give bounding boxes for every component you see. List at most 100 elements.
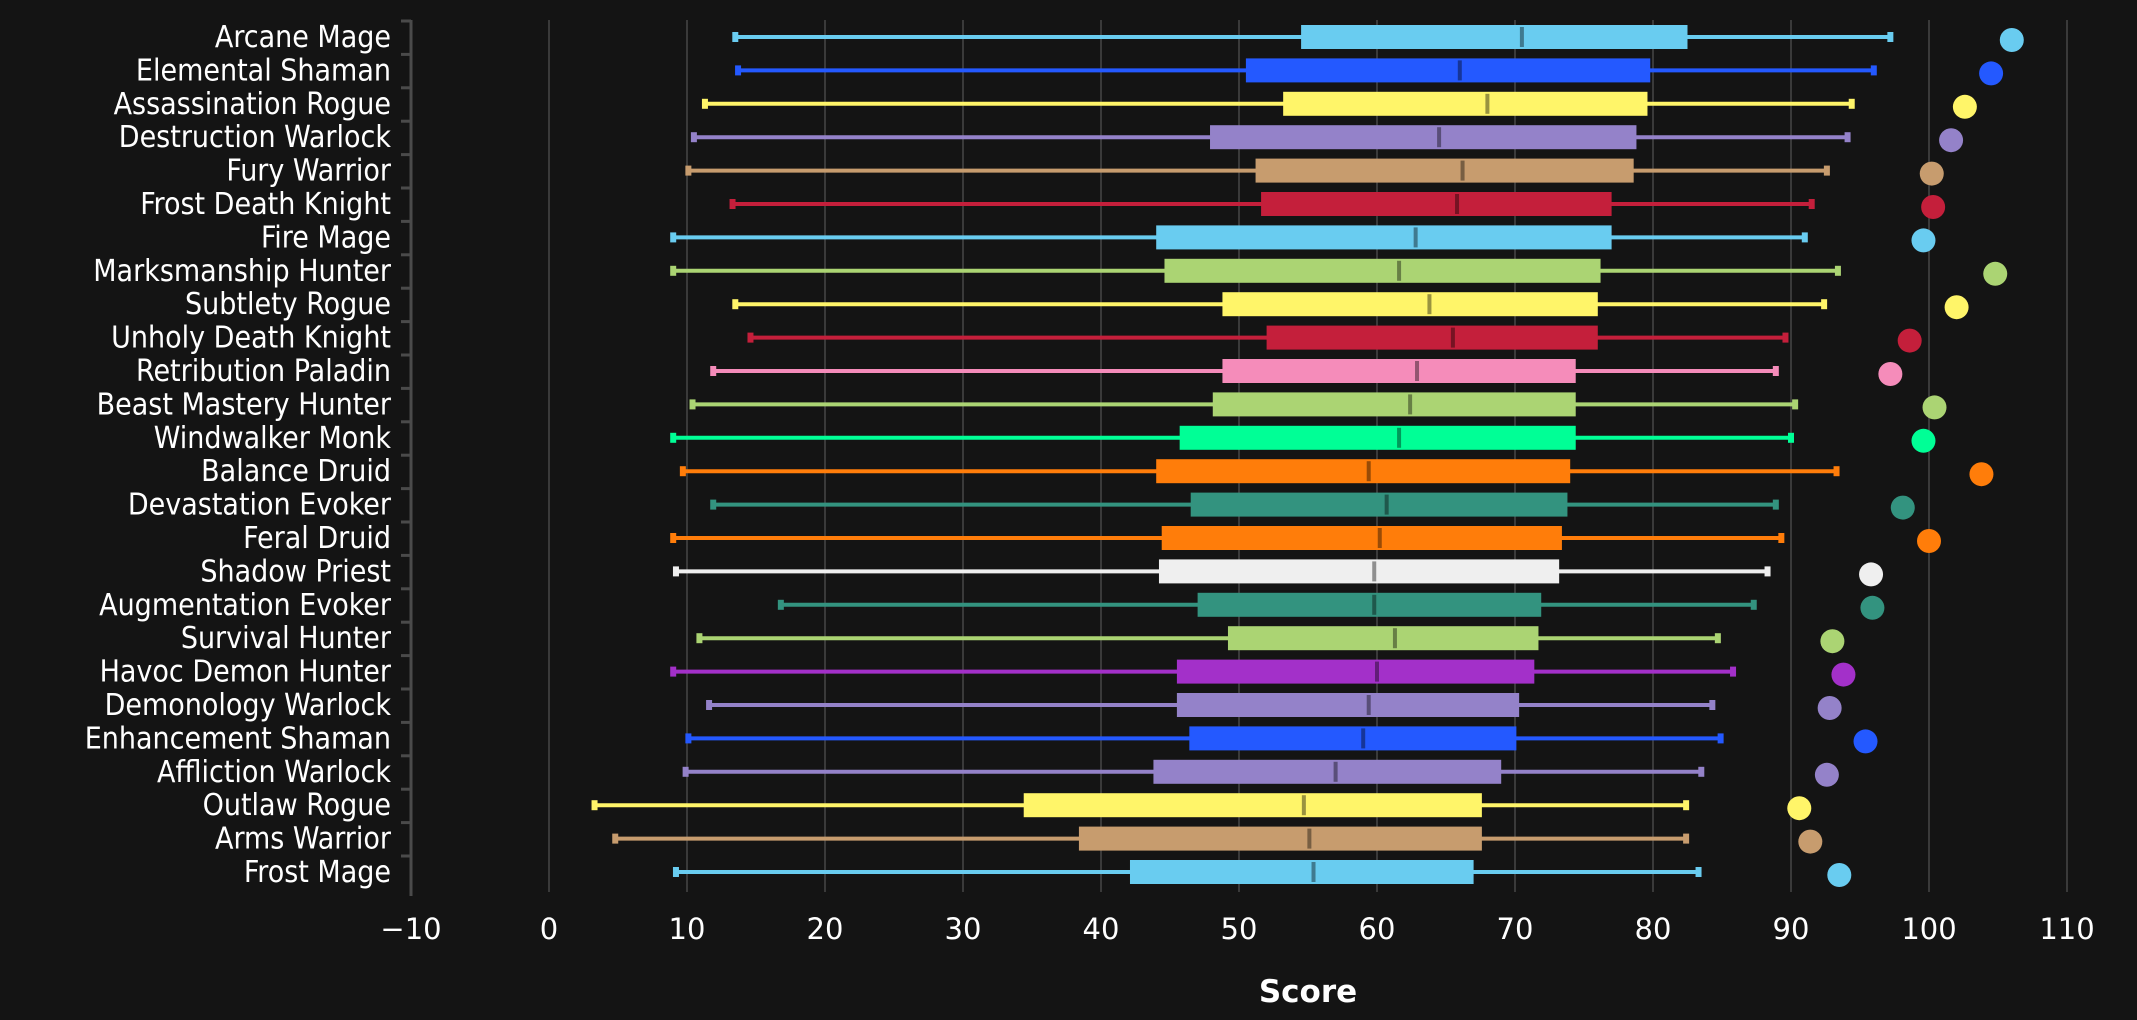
iqr-box: [1156, 459, 1571, 484]
category-label: Assassination Rogue: [114, 87, 391, 122]
iqr-box: [1161, 526, 1562, 550]
max-point: [1917, 529, 1941, 553]
iqr-box: [1245, 58, 1651, 83]
box-row: [732, 25, 2024, 52]
box-row: [682, 759, 1839, 787]
category-label: Fire Mage: [261, 220, 391, 255]
whisker-cap-low: [670, 265, 677, 276]
whisker-cap-high: [1730, 666, 1737, 677]
whisker-cap-low: [672, 566, 679, 577]
whisker-cap-low: [612, 833, 619, 844]
iqr-box: [1227, 626, 1539, 651]
box-row: [696, 626, 1845, 654]
category-label: Arms Warrior: [215, 822, 392, 857]
whisker-cap-high: [1848, 98, 1855, 109]
x-tick-label: 0: [540, 912, 558, 946]
iqr-box: [1197, 592, 1542, 617]
whisker-cap-low: [591, 800, 598, 811]
whisker-cap-low: [732, 32, 739, 42]
whisker-cap-low: [670, 666, 677, 677]
whisker-cap-high: [1782, 332, 1789, 343]
whisker-cap-high: [1808, 199, 1815, 209]
category-label: Havoc Demon Hunter: [100, 655, 392, 690]
category-label: Elemental Shaman: [136, 53, 391, 88]
box-row: [710, 359, 1903, 386]
category-label: Enhancement Shaman: [85, 721, 391, 756]
iqr-box: [1179, 425, 1576, 450]
x-tick-label: 20: [807, 912, 844, 946]
box-row: [729, 192, 1946, 219]
whisker-cap-high: [1750, 599, 1757, 610]
whisker-cap-high: [1833, 466, 1840, 477]
category-label: Beast Mastery Hunter: [97, 387, 392, 422]
x-tick-label: 80: [1635, 912, 1672, 946]
iqr-box: [1261, 192, 1612, 216]
category-label: Retribution Paladin: [136, 354, 391, 389]
box-row: [732, 292, 1969, 320]
whisker-cap-low: [701, 98, 708, 109]
category-label: Survival Hunter: [181, 621, 392, 656]
x-axis-title: Score: [1259, 974, 1357, 1010]
max-point: [1983, 261, 2008, 286]
iqr-box: [1255, 158, 1634, 183]
whisker-cap-high: [1695, 867, 1702, 877]
whisker-cap-low: [747, 332, 754, 343]
whisker-cap-low: [710, 499, 717, 510]
max-point: [1939, 128, 1964, 153]
whisker-cap-low: [679, 466, 686, 477]
category-label: Frost Death Knight: [140, 187, 391, 222]
x-tick-label: 50: [1221, 912, 1258, 946]
max-point: [1820, 629, 1845, 654]
box-row: [672, 559, 1884, 587]
x-tick-label: 100: [1901, 912, 1956, 946]
box-row: [685, 726, 1878, 754]
iqr-box: [1222, 359, 1576, 383]
whisker-cap-low: [672, 867, 679, 877]
box-row: [670, 258, 2008, 286]
category-label: Windwalker Monk: [154, 421, 392, 456]
max-point: [1817, 696, 1842, 720]
iqr-box: [1266, 325, 1598, 350]
category-label: Arcane Mage: [215, 20, 391, 55]
x-tick-label: 30: [945, 912, 982, 946]
whisker-cap-low: [729, 199, 736, 209]
whisker-cap-low: [670, 432, 677, 443]
max-point: [1890, 495, 1915, 520]
x-tick-label: 110: [2039, 912, 2094, 946]
max-point: [1897, 328, 1922, 353]
box-row: [670, 659, 1856, 687]
max-point: [1944, 295, 1969, 320]
max-point: [1831, 662, 1856, 687]
iqr-box: [1078, 826, 1482, 851]
max-point: [1911, 228, 1936, 253]
whisker-cap-high: [1788, 432, 1794, 443]
whisker-cap-high: [1870, 65, 1877, 76]
x-tick-labels: −10 0 10 20 30 40 50 60 70 80 90 100 110: [380, 912, 2094, 946]
category-label: Feral Druid: [243, 521, 391, 556]
whisker-cap-high: [1778, 533, 1785, 543]
iqr-box: [1189, 726, 1517, 751]
x-tick-label: 10: [669, 912, 706, 946]
x-tick-label: 40: [1083, 912, 1120, 946]
category-label: Shadow Priest: [200, 554, 391, 589]
whisker-cap-low: [682, 766, 689, 777]
whisker-cap-high: [1844, 132, 1851, 143]
max-point: [1911, 428, 1936, 453]
y-axis: [401, 19, 413, 896]
max-point: [1969, 462, 1994, 487]
iqr-box: [1283, 91, 1648, 116]
whisker-cap-low: [685, 165, 692, 176]
category-label: Affliction Warlock: [157, 755, 391, 790]
max-point: [1853, 729, 1878, 754]
whisker-cap-low: [777, 599, 784, 610]
iqr-box: [1301, 25, 1688, 49]
category-label: Marksmanship Hunter: [93, 254, 392, 289]
max-point: [1798, 829, 1823, 854]
category-label: Balance Druid: [201, 454, 391, 489]
x-tick-label: 90: [1773, 912, 1810, 946]
whisker-cap-high: [1792, 399, 1799, 410]
iqr-box: [1176, 693, 1520, 717]
category-label: Outlaw Rogue: [203, 788, 391, 823]
